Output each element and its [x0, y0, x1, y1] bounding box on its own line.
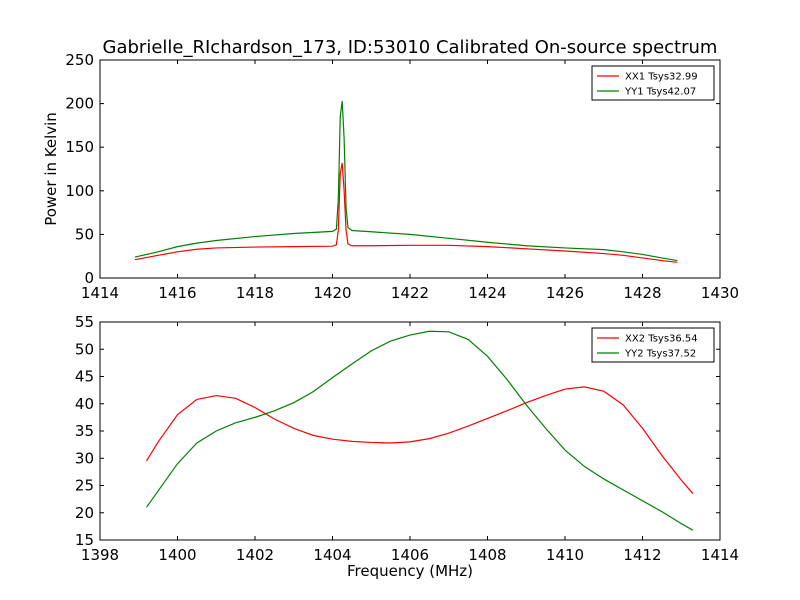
y-tick-label: 30 — [75, 449, 94, 467]
x-tick-label: 1428 — [623, 284, 661, 302]
y-tick-label: 55 — [75, 313, 94, 331]
series-line-1-1 — [134, 162, 678, 263]
x-tick-label: 1406 — [391, 546, 429, 564]
legend-entry: XX1 Tsys32.99 — [625, 72, 698, 83]
legend-entry: YY1 Tsys42.07 — [624, 87, 696, 98]
y-tick-label: 0 — [84, 269, 94, 287]
legend-1: XX1 Tsys32.99 YY1 Tsys42.07 — [591, 65, 715, 101]
x-tick-label: 1414 — [701, 546, 739, 564]
y-tick-label: 25 — [75, 477, 94, 495]
x-tick-label: 1402 — [236, 546, 274, 564]
y-tick-label: 200 — [65, 95, 94, 113]
legend-box — [591, 65, 715, 101]
series-line-2-1 — [145, 386, 694, 495]
y-tick-label: 40 — [75, 395, 94, 413]
y-tick-label: 150 — [65, 138, 94, 156]
x-tick-label: 1398 — [81, 546, 119, 564]
x-tick-label: 1430 — [701, 284, 739, 302]
x-tick-label: 1408 — [468, 546, 506, 564]
x-tick-label: 1418 — [236, 284, 274, 302]
x-tick-label: 1410 — [546, 546, 584, 564]
y-tick-label: 50 — [75, 225, 94, 243]
y-tick-label: 100 — [65, 182, 94, 200]
x-tick-label: 1424 — [468, 284, 506, 302]
x-tick-label: 1404 — [313, 546, 351, 564]
x-tick-label: 1426 — [546, 284, 584, 302]
series-line-1-2 — [134, 100, 678, 262]
y-tick-label: 45 — [75, 368, 94, 386]
x-tick-label: 1416 — [158, 284, 196, 302]
y-tick-label: 50 — [75, 340, 94, 358]
x-axis-label: Frequency (MHz) — [347, 562, 473, 580]
legend-entry: YY2 Tsys37.52 — [624, 349, 696, 360]
y-axis-label: Power in Kelvin — [42, 112, 60, 226]
y-tick-label: 35 — [75, 422, 94, 440]
chart-2: 1398 1400 1402 1404 1406 1408 1410 1412 1414 15 20… — [75, 313, 739, 580]
legend-entry: XX2 Tsys36.54 — [625, 334, 698, 345]
y-tick-label: 15 — [75, 531, 94, 549]
x-tick-label: 1412 — [623, 546, 661, 564]
x-tick-label: 1420 — [313, 284, 351, 302]
legend-box — [591, 327, 715, 363]
y-tick-label: 20 — [75, 504, 94, 522]
chart-1: 1414 1416 1418 1420 1422 1424 1426 1428 1430 0 50 1… — [42, 37, 739, 302]
x-tick-label: 1414 — [81, 284, 119, 302]
chart-title: Gabrielle_RIchardson_173, ID:53010 Calib… — [103, 37, 718, 58]
x-tick-label: 1422 — [391, 284, 429, 302]
legend-2: XX2 Tsys36.54 YY2 Tsys37.52 — [591, 327, 715, 363]
series-line-2-2 — [146, 330, 694, 531]
x-tick-label: 1400 — [158, 546, 196, 564]
y-tick-label: 250 — [65, 51, 94, 69]
